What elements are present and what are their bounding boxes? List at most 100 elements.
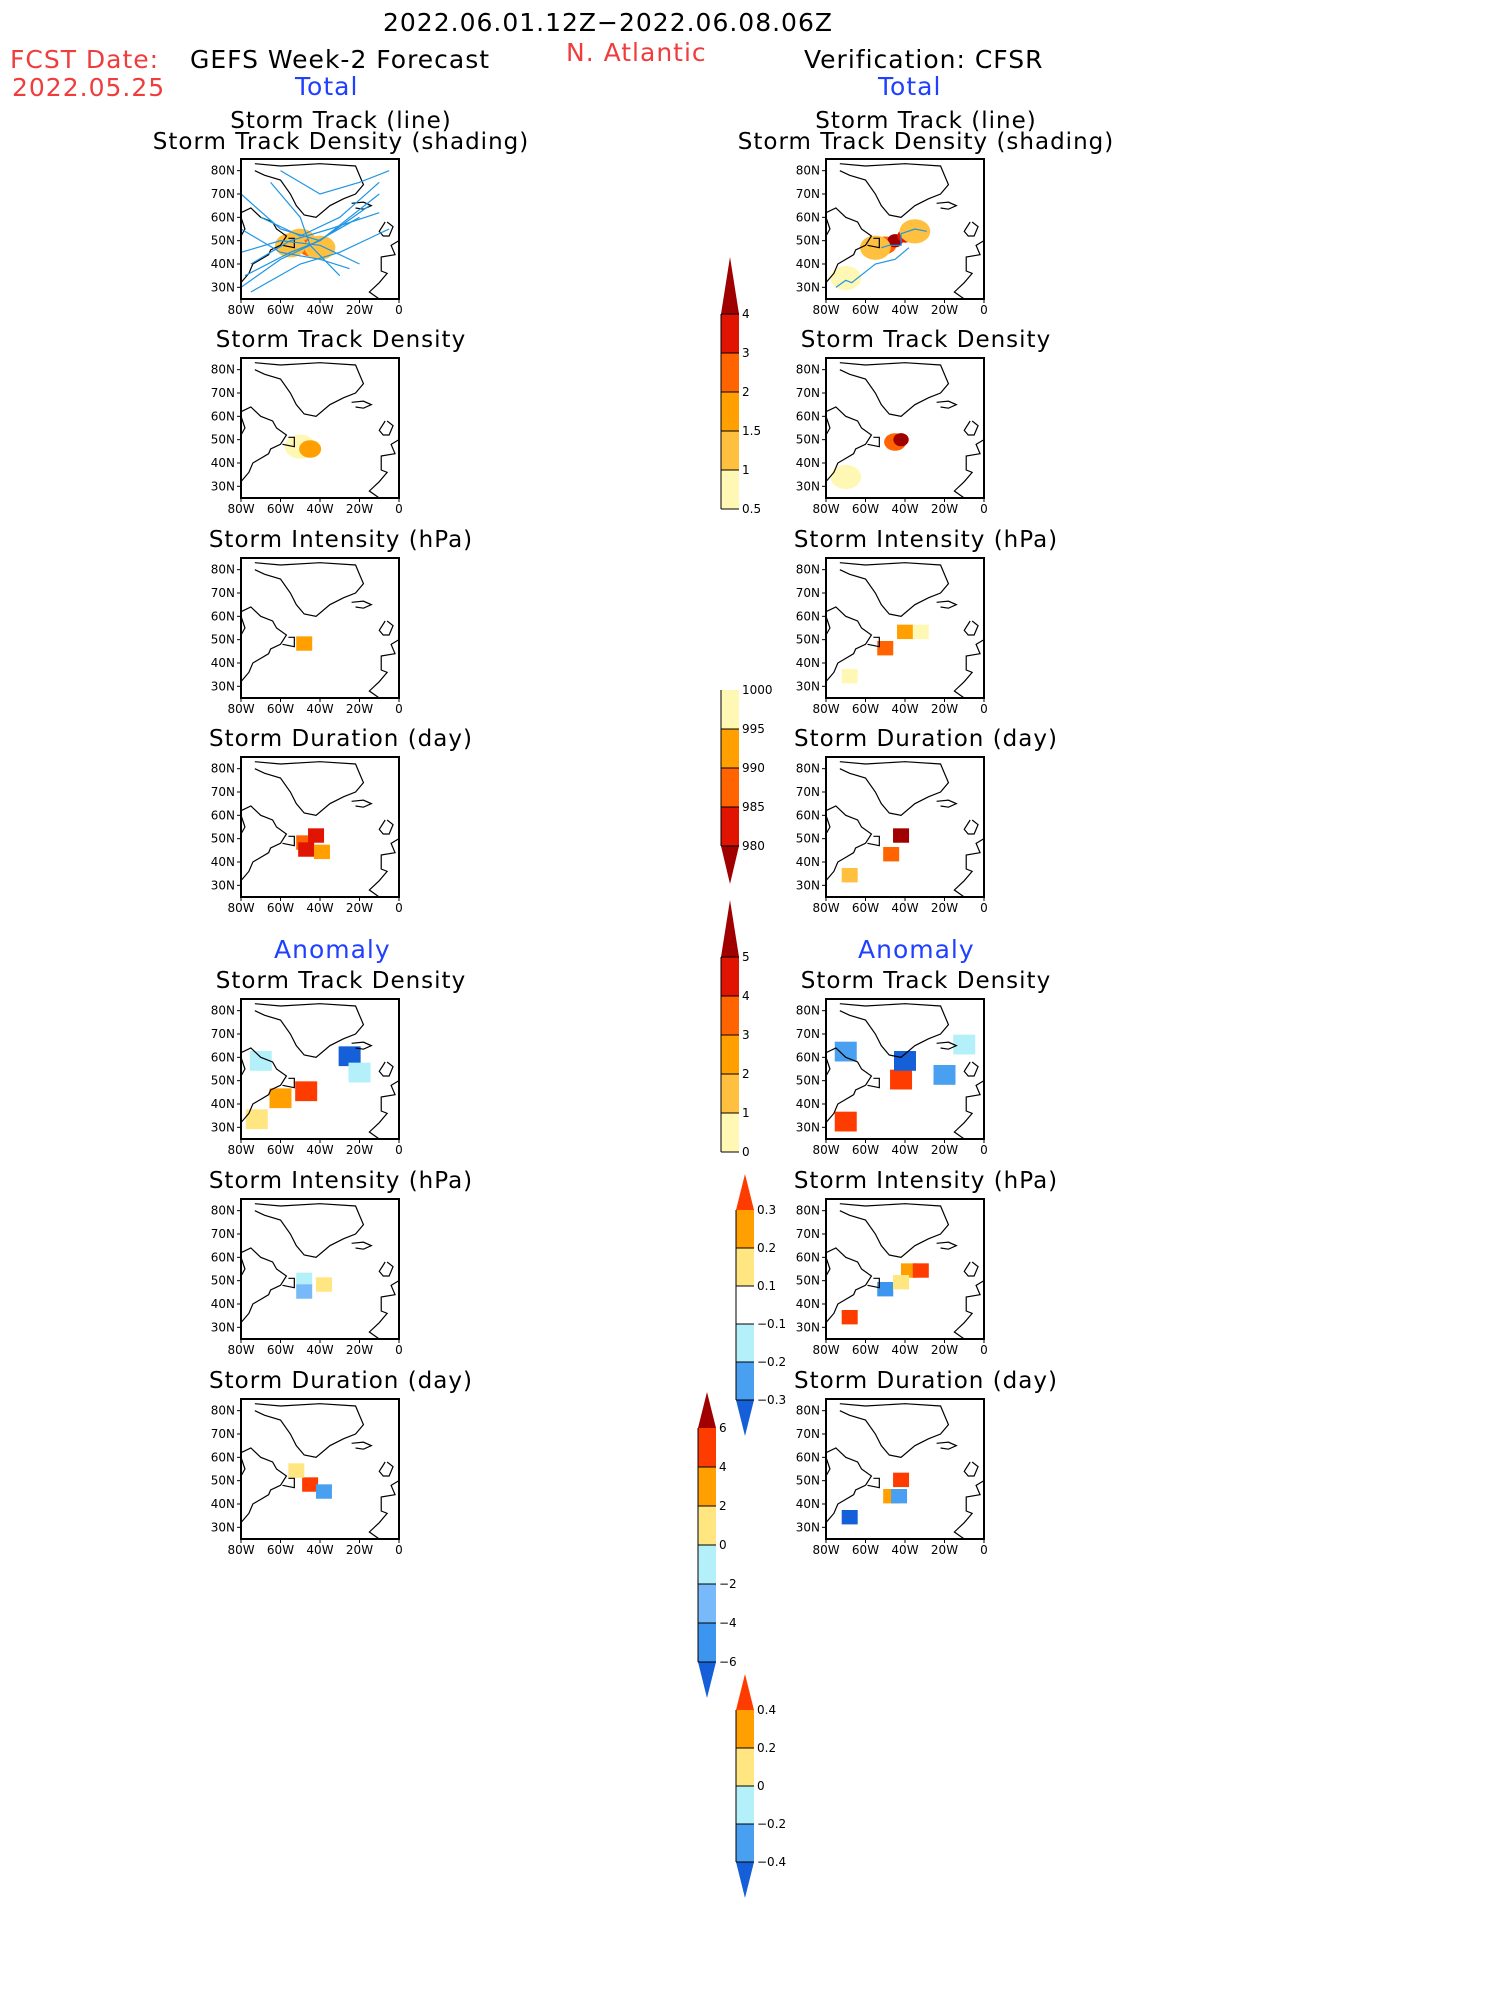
coastline [825, 606, 873, 683]
lon-tick-label: 60W [852, 1543, 879, 1557]
lon-tick-label: 40W [306, 303, 333, 317]
verification-duration-cell [883, 847, 900, 862]
coastline [254, 562, 365, 617]
coastline [351, 1441, 373, 1450]
coastline [839, 562, 950, 617]
lon-tick-label: 60W [267, 1543, 294, 1557]
colorbar-arrow [721, 257, 739, 314]
colorbar-box [721, 729, 739, 768]
coastline [351, 799, 373, 808]
lon-tick-label: 40W [891, 502, 918, 516]
coastline [825, 815, 831, 835]
verification-duration-anom-cell [841, 1510, 858, 1525]
lat-tick-label: 60N [211, 1250, 235, 1264]
forecast-duration-anom-title: Storm Duration (day) [209, 1368, 473, 1394]
lat-tick-label: 80N [211, 1204, 235, 1218]
lat-tick-label: 80N [211, 363, 235, 377]
lon-tick-label: 40W [306, 1143, 333, 1157]
forecast-total-label: Total [295, 72, 359, 101]
colorbar-tick-label: 0.3 [757, 1203, 776, 1217]
lat-tick-label: 30N [211, 280, 235, 294]
verification-density-cell [830, 464, 862, 490]
coastline [282, 1477, 295, 1489]
verification-density-anom-cell [834, 1111, 857, 1132]
lat-tick-label: 40N [796, 855, 820, 869]
forecast-intensity-anom-map: 80N 70N 60N 50N 40N 30N 80W 60W 40W 20W 0 [211, 1198, 403, 1357]
colorbar-box [721, 392, 739, 431]
verification-track-cell [899, 219, 931, 244]
coastline [282, 237, 295, 249]
colorbar-tick-label: 0.2 [757, 1241, 776, 1255]
colorbar-box [721, 1074, 739, 1113]
lat-tick-label: 60N [796, 1450, 820, 1464]
colorbar-box [736, 1362, 754, 1400]
lon-tick-label: 40W [891, 303, 918, 317]
forecast-density-anom-title: Storm Track Density [215, 968, 467, 994]
colorbar-tick-label: 1000 [742, 683, 773, 697]
lon-tick-label: 20W [931, 702, 958, 716]
colorbar-tick-label: 4 [742, 989, 750, 1003]
lon-tick-label: 60W [267, 502, 294, 516]
lat-tick-label: 50N [211, 832, 235, 846]
forecast-density-map: 80N 70N 60N 50N 40N 30N 80W 60W 40W 20W 0 [211, 357, 403, 516]
forecast-density-anom-cell [245, 1109, 268, 1130]
colorbar-tick-label: 0 [719, 1538, 727, 1552]
forecast-intensity-title: Storm Intensity (hPa) [208, 527, 474, 553]
coastline [839, 163, 950, 218]
coastline [953, 240, 985, 300]
lon-tick-label: 60W [267, 1343, 294, 1357]
lon-tick-label: 80W [812, 502, 839, 516]
coastline [240, 416, 246, 436]
coastline [282, 1277, 295, 1289]
lon-tick-label: 60W [852, 303, 879, 317]
coastline [351, 400, 373, 409]
period-title: 2022.06.01.12Z−2022.06.08.06Z [383, 8, 833, 37]
colorbar-tick-label: 4 [719, 1460, 727, 1474]
lon-tick-label: 20W [346, 303, 373, 317]
verification-density-anom-cell [834, 1041, 857, 1062]
verification-intensity-anom-cell [877, 1282, 894, 1297]
coastline [378, 1461, 394, 1477]
colorbar-box [721, 807, 739, 846]
coastline [825, 1057, 831, 1077]
colorbar-box [736, 1286, 754, 1324]
coastline [368, 838, 400, 898]
forecast-track-storm-track [240, 193, 370, 242]
coastline [378, 620, 394, 636]
lat-tick-label: 30N [796, 280, 820, 294]
lat-tick-label: 30N [211, 1520, 235, 1534]
colorbar-tick-label: −0.2 [757, 1355, 786, 1369]
forecast-track-storm-track [240, 228, 350, 270]
forecast-duration-anom-cell [315, 1484, 332, 1499]
lat-tick-label: 40N [796, 1497, 820, 1511]
lat-tick-label: 70N [796, 386, 820, 400]
verification-duration-map: 80N 70N 60N 50N 40N 30N 80W 60W 40W 20W 0 [796, 756, 988, 915]
lon-tick-label: 0 [980, 303, 988, 317]
lon-tick-label: 0 [395, 1143, 403, 1157]
coastline [839, 761, 950, 816]
lat-tick-label: 40N [796, 456, 820, 470]
coastline [240, 217, 246, 237]
coastline [254, 1003, 365, 1058]
colorbar-box [721, 690, 739, 729]
lon-tick-label: 20W [931, 1143, 958, 1157]
coastline [963, 221, 979, 237]
lat-tick-label: 50N [211, 1474, 235, 1488]
colorbar-tick-label: 0.2 [757, 1741, 776, 1755]
coastline [240, 1247, 288, 1324]
lat-tick-label: 80N [796, 1004, 820, 1018]
forecast-track-title-line2: Storm Track Density (shading) [152, 129, 530, 155]
verification-density-cell [893, 433, 909, 447]
lon-tick-label: 20W [346, 502, 373, 516]
lat-tick-label: 80N [796, 1404, 820, 1418]
forecast-duration-cell [308, 828, 325, 843]
colorbar-arrow [721, 900, 739, 957]
colorbar-box [698, 1467, 716, 1506]
colorbar-box [721, 768, 739, 807]
colorbar-arrow-top [736, 1674, 754, 1710]
verification-total-label: Total [878, 72, 942, 101]
lon-tick-label: 0 [395, 303, 403, 317]
verification-duration-cell [893, 828, 910, 843]
coastline [953, 1080, 985, 1140]
forecast-density-anom-cell [295, 1081, 318, 1102]
